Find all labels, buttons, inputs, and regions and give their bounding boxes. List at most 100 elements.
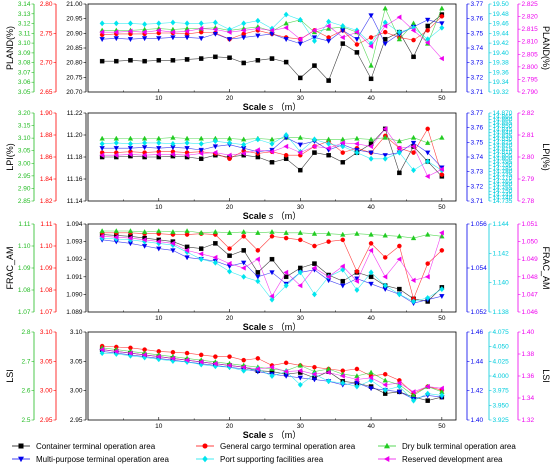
data-point bbox=[298, 167, 303, 173]
data-point bbox=[184, 350, 190, 356]
data-point bbox=[325, 230, 332, 236]
data-point bbox=[326, 35, 331, 40]
right-axis-title: LPI(%) bbox=[541, 143, 550, 171]
data-point bbox=[269, 270, 275, 276]
y-tick-label: 11.16 bbox=[67, 176, 83, 183]
data-point bbox=[184, 357, 190, 363]
legend-item-container: Container terminal operation area bbox=[12, 442, 156, 451]
data-point bbox=[396, 380, 402, 386]
y-tick-label: 1.10 bbox=[40, 243, 53, 250]
data-point bbox=[354, 269, 360, 274]
data-point bbox=[411, 397, 417, 404]
data-point bbox=[255, 248, 261, 253]
data-point bbox=[269, 256, 275, 262]
data-point bbox=[212, 254, 218, 261]
data-point bbox=[184, 152, 190, 158]
x-tick-label: 40 bbox=[367, 95, 375, 102]
data-point bbox=[396, 149, 402, 156]
y-tick-label: 1.10 bbox=[18, 243, 31, 250]
series-reserved bbox=[99, 346, 444, 395]
data-point bbox=[312, 150, 317, 155]
data-point bbox=[184, 28, 190, 34]
data-point bbox=[127, 228, 134, 234]
data-point bbox=[212, 149, 218, 156]
data-point bbox=[397, 243, 402, 249]
y-tick-label: 11.20 bbox=[67, 132, 83, 139]
y-tick-label: 1.07 bbox=[40, 309, 53, 316]
data-point bbox=[141, 152, 147, 158]
y-tick-label: 3.950 bbox=[493, 402, 510, 409]
data-point bbox=[439, 294, 445, 299]
y-tick-label: 2.815 bbox=[522, 26, 539, 33]
data-point bbox=[212, 259, 218, 266]
data-point bbox=[439, 248, 445, 253]
axis-cyan: 19.32 19.34 19.36 19.38 19.40 19.42 19.44 19.46… bbox=[488, 1, 509, 96]
legend-label: Reserved development area bbox=[402, 455, 503, 464]
axis-blue: 3.71 3.72 3.73 3.74 3.75 3.76 3.77 bbox=[466, 110, 484, 205]
data-point bbox=[156, 228, 162, 234]
y-tick-label: 1.90 bbox=[40, 110, 53, 117]
axis-red: 1.07 1.08 1.09 1.10 1.11 bbox=[40, 221, 57, 316]
data-point bbox=[368, 155, 374, 162]
data-point bbox=[297, 229, 303, 235]
y-tick-label: 1.11 bbox=[18, 221, 31, 228]
data-point bbox=[198, 359, 204, 365]
left-axis-title: LSI bbox=[5, 369, 15, 383]
data-point bbox=[127, 151, 133, 158]
data-point bbox=[340, 23, 346, 29]
data-point bbox=[255, 256, 260, 262]
x-tick-label: 20 bbox=[226, 204, 234, 211]
legend-item-multipurpose: Multi-purpose terminal operation area bbox=[12, 455, 170, 464]
y-tick-label: 3.00 bbox=[18, 160, 31, 167]
data-point bbox=[425, 390, 431, 397]
data-point bbox=[368, 269, 374, 276]
data-point bbox=[425, 150, 431, 156]
data-point bbox=[312, 364, 317, 370]
data-point bbox=[283, 368, 289, 375]
data-point bbox=[425, 261, 430, 266]
data-point bbox=[156, 146, 162, 152]
data-point bbox=[184, 146, 190, 152]
x-tick-label: 10 bbox=[155, 204, 163, 211]
y-tick-label: 1.11 bbox=[40, 221, 53, 228]
data-point bbox=[311, 35, 318, 41]
y-tick-label: 2.95 bbox=[40, 417, 53, 424]
plot-frame bbox=[87, 331, 457, 421]
axis-green: 2.5 2.6 2.7 2.8 bbox=[21, 329, 35, 424]
y-tick-label: 2.81 bbox=[522, 132, 535, 139]
data-point bbox=[226, 362, 232, 369]
data-point bbox=[410, 389, 416, 395]
data-point bbox=[382, 382, 388, 388]
data-point bbox=[170, 134, 176, 140]
y-tick-label: 1.046 bbox=[522, 309, 539, 316]
data-point bbox=[396, 233, 403, 239]
data-point bbox=[269, 56, 275, 61]
data-point bbox=[339, 263, 345, 269]
y-tick-label: 3.07 bbox=[18, 69, 31, 76]
data-point bbox=[269, 27, 275, 34]
data-point bbox=[127, 135, 134, 141]
y-tick-label: 1.86 bbox=[40, 154, 53, 161]
data-point bbox=[396, 291, 402, 298]
legend-item-reserved: Reserved development area bbox=[378, 455, 503, 464]
y-tick-label: 14.835 bbox=[493, 133, 513, 140]
data-point bbox=[213, 241, 218, 246]
data-point bbox=[326, 152, 331, 158]
data-point bbox=[99, 233, 105, 239]
data-point bbox=[99, 58, 105, 64]
data-point bbox=[297, 142, 303, 148]
x-tick-label: 10 bbox=[155, 423, 163, 430]
data-point bbox=[340, 380, 346, 387]
y-tick-label: 14.740 bbox=[493, 195, 513, 202]
y-tick-label: 3.925 bbox=[493, 417, 510, 424]
data-point bbox=[213, 354, 218, 359]
data-point bbox=[212, 31, 219, 37]
data-point bbox=[127, 20, 133, 27]
data-point bbox=[99, 140, 105, 147]
data-point bbox=[410, 140, 417, 146]
data-point bbox=[170, 151, 175, 158]
data-point bbox=[424, 274, 430, 280]
data-point bbox=[156, 139, 162, 146]
